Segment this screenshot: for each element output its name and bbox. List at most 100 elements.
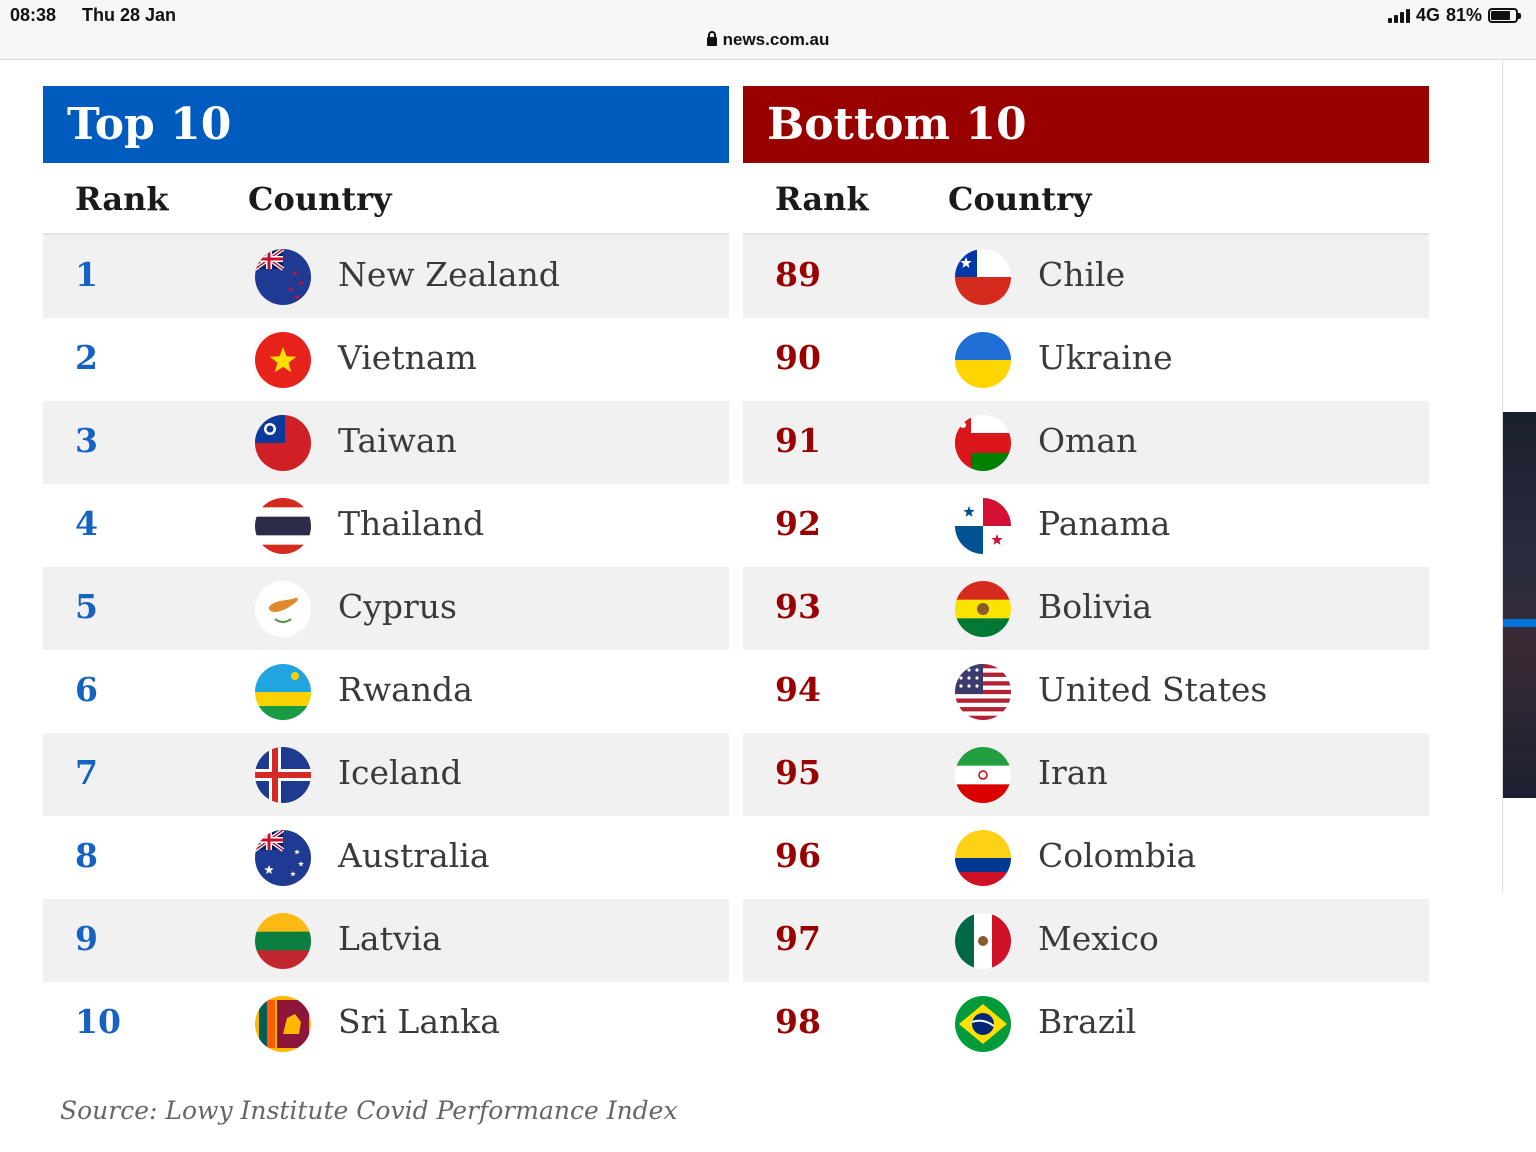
column-header-country: Country <box>248 180 392 218</box>
table-row: 90 Ukraine <box>743 318 1429 401</box>
country-name: Colombia <box>1038 836 1197 875</box>
table-row: 96 Colombia <box>743 816 1429 899</box>
country-name: Iceland <box>338 753 462 792</box>
rank-value: 91 <box>775 421 821 460</box>
table-row: 8 Australia <box>43 816 729 899</box>
table-row: 3 Taiwan <box>43 401 729 484</box>
country-name: Ukraine <box>1038 338 1173 377</box>
rank-value: 10 <box>75 1002 121 1041</box>
country-name: Panama <box>1038 504 1171 543</box>
table-row: 97 Mexico <box>743 899 1429 982</box>
column-header-rank: Rank <box>775 180 869 218</box>
table-row: 10 Sri Lanka <box>43 982 729 1065</box>
sri-lanka-flag-icon <box>255 996 311 1052</box>
bolivia-flag-icon <box>955 581 1011 637</box>
status-time: 08:38 <box>10 5 57 25</box>
table-row: 4 Thailand <box>43 484 729 567</box>
oman-flag-icon <box>955 415 1011 471</box>
table-row: 2 Vietnam <box>43 318 729 401</box>
country-name: Thailand <box>338 504 485 543</box>
rank-value: 1 <box>75 255 98 294</box>
top-10-rows: 1 New Zealand 2 Vietnam 3 Taiwan 4 Thailand 5 Cyp… <box>43 235 729 1065</box>
rank-value: 2 <box>75 338 98 377</box>
lock-icon <box>706 31 717 46</box>
rank-value: 4 <box>75 504 98 543</box>
column-header-country: Country <box>948 180 1092 218</box>
rank-value: 89 <box>775 255 821 294</box>
thailand-flag-icon <box>255 498 311 554</box>
iceland-flag-icon <box>255 747 311 803</box>
table-row: 89 Chile <box>743 235 1429 318</box>
rank-value: 97 <box>775 919 821 958</box>
bottom-10-panel: Bottom 10 Rank Country 89 Chile 90 Ukraine 9… <box>743 86 1429 1065</box>
new-zealand-flag-icon <box>255 249 311 305</box>
table-row: 98 Brazil <box>743 982 1429 1065</box>
country-name: Brazil <box>1038 1002 1137 1041</box>
status-indicators: 4G 81% <box>1387 5 1521 26</box>
top-10-title: Top 10 <box>43 86 729 163</box>
taiwan-flag-icon <box>255 415 311 471</box>
side-ad-thumbnail[interactable] <box>1502 60 1536 892</box>
country-name: Mexico <box>1038 919 1159 958</box>
country-name: Oman <box>1038 421 1138 460</box>
country-name: Cyprus <box>338 587 457 626</box>
cyprus-flag-icon <box>255 581 311 637</box>
bottom-column-headers: Rank Country <box>743 163 1429 235</box>
rank-value: 9 <box>75 919 98 958</box>
panama-flag-icon <box>955 498 1011 554</box>
rank-value: 7 <box>75 753 98 792</box>
united-states-flag-icon <box>955 664 1011 720</box>
country-name: Vietnam <box>338 338 477 377</box>
table-row: 92 Panama <box>743 484 1429 567</box>
country-name: Rwanda <box>338 670 473 709</box>
rank-value: 90 <box>775 338 821 377</box>
country-name: Taiwan <box>338 421 457 460</box>
vietnam-flag-icon <box>255 332 311 388</box>
rwanda-flag-icon <box>255 664 311 720</box>
rank-value: 8 <box>75 836 98 875</box>
status-date: Thu 28 Jan <box>82 5 177 25</box>
country-name: Australia <box>338 836 490 875</box>
table-row: 91 Oman <box>743 401 1429 484</box>
bottom-10-title: Bottom 10 <box>743 86 1429 163</box>
mexico-flag-icon <box>955 913 1011 969</box>
battery-percent: 81% <box>1445 5 1482 25</box>
ukraine-flag-icon <box>955 332 1011 388</box>
table-row: 9 Latvia <box>43 899 729 982</box>
australia-flag-icon <box>255 830 311 886</box>
battery-icon <box>1488 8 1521 23</box>
table-row: 7 Iceland <box>43 733 729 816</box>
table-row: 94 United States <box>743 650 1429 733</box>
thumbnail-bar <box>1503 619 1536 627</box>
table-row: 1 New Zealand <box>43 235 729 318</box>
column-header-rank: Rank <box>75 180 169 218</box>
country-name: New Zealand <box>338 255 560 294</box>
table-row: 6 Rwanda <box>43 650 729 733</box>
rank-value: 3 <box>75 421 98 460</box>
source-note: Source: Lowy Institute Covid Performance… <box>60 1096 678 1125</box>
thumbnail-image <box>1503 412 1536 798</box>
bottom-10-rows: 89 Chile 90 Ukraine 91 Oman 92 Panama 93 Bolivia 9… <box>743 235 1429 1065</box>
network-label: 4G <box>1415 5 1440 25</box>
rank-value: 98 <box>775 1002 821 1041</box>
lithuania-flag-icon <box>255 913 311 969</box>
chile-flag-icon <box>955 249 1011 305</box>
country-name: United States <box>1038 670 1268 709</box>
address-bar[interactable]: news.com.au <box>0 30 1536 50</box>
country-name: Sri Lanka <box>338 1002 500 1041</box>
country-name: Bolivia <box>1038 587 1153 626</box>
country-name: Latvia <box>338 919 442 958</box>
rank-value: 94 <box>775 670 821 709</box>
rank-value: 92 <box>775 504 821 543</box>
rank-value: 96 <box>775 836 821 875</box>
brazil-flag-icon <box>955 996 1011 1052</box>
status-bar: 08:38 Thu 28 Jan 4G 81% news.com.au <box>0 0 1536 60</box>
country-name: Chile <box>1038 255 1126 294</box>
table-row: 95 Iran <box>743 733 1429 816</box>
url-text: news.com.au <box>722 30 830 49</box>
rank-value: 93 <box>775 587 821 626</box>
colombia-flag-icon <box>955 830 1011 886</box>
top-10-panel: Top 10 Rank Country 1 New Zealand 2 Vietnam… <box>43 86 729 1065</box>
rank-value: 95 <box>775 753 821 792</box>
table-row: 93 Bolivia <box>743 567 1429 650</box>
